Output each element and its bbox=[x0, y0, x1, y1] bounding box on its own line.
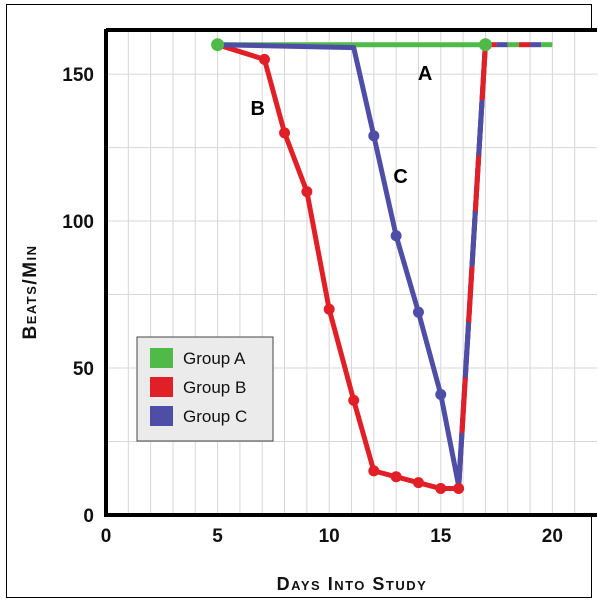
y-tick-label: 150 bbox=[62, 65, 94, 86]
legend: Group A Group B Group C bbox=[136, 336, 274, 442]
data-point-group-a bbox=[211, 38, 225, 52]
legend-swatch bbox=[150, 406, 173, 426]
series-label-c: C bbox=[393, 166, 407, 188]
data-point-group-b bbox=[348, 394, 360, 406]
x-tick-label: 5 bbox=[212, 526, 223, 547]
legend-swatch bbox=[150, 348, 173, 368]
data-point-group-b bbox=[368, 465, 380, 477]
y-tick-label: 0 bbox=[83, 506, 94, 527]
data-point-group-b bbox=[453, 483, 465, 495]
series-recovery-segment bbox=[479, 44, 488, 101]
x-tick-label: 10 bbox=[319, 526, 340, 547]
x-tick-label: 20 bbox=[542, 526, 563, 547]
y-axis-label: Beats/Min bbox=[20, 244, 41, 339]
grid bbox=[106, 30, 597, 515]
x-axis-label: Days Into Study bbox=[277, 574, 428, 594]
series-recovery-segment bbox=[466, 266, 475, 323]
series-labels: A B C bbox=[251, 63, 433, 188]
series-label-a: A bbox=[418, 63, 432, 85]
data-point-group-b bbox=[412, 477, 424, 489]
x-tick-label: 15 bbox=[430, 526, 452, 547]
data-point-group-c bbox=[435, 388, 447, 400]
data-point-group-b bbox=[279, 127, 291, 139]
legend-entry: Group C bbox=[183, 407, 247, 426]
data-point-group-b bbox=[435, 483, 447, 495]
series-markers bbox=[211, 38, 492, 495]
series-recovery-segment bbox=[462, 321, 472, 378]
y-tick-label: 100 bbox=[62, 212, 94, 233]
series-recovery-segment bbox=[459, 377, 468, 434]
data-point-group-b bbox=[258, 53, 270, 65]
y-tick-label: 50 bbox=[73, 359, 94, 380]
legend-entry: Group B bbox=[183, 378, 246, 397]
data-point-group-c bbox=[390, 230, 402, 242]
data-point-group-b bbox=[301, 186, 313, 198]
series-recovery-segment bbox=[476, 100, 485, 156]
legend-entry: Group A bbox=[183, 349, 246, 368]
series-recovery-segment bbox=[469, 210, 478, 267]
series-line-group-c bbox=[215, 42, 488, 489]
axes bbox=[104, 28, 597, 517]
legend-swatch bbox=[150, 377, 173, 397]
data-point-group-b bbox=[390, 471, 402, 483]
data-point-group-a bbox=[478, 38, 492, 52]
series-recovery-segment bbox=[472, 155, 482, 212]
data-point-group-c bbox=[368, 130, 380, 142]
series-recovery-segment bbox=[456, 432, 465, 489]
data-point-group-b bbox=[323, 303, 335, 315]
x-tick-label: 0 bbox=[101, 526, 112, 547]
series-label-b: B bbox=[251, 98, 265, 120]
tick-labels: 0 5 10 15 20 0 50 100 150 bbox=[62, 65, 563, 547]
data-point-group-c bbox=[412, 306, 424, 318]
